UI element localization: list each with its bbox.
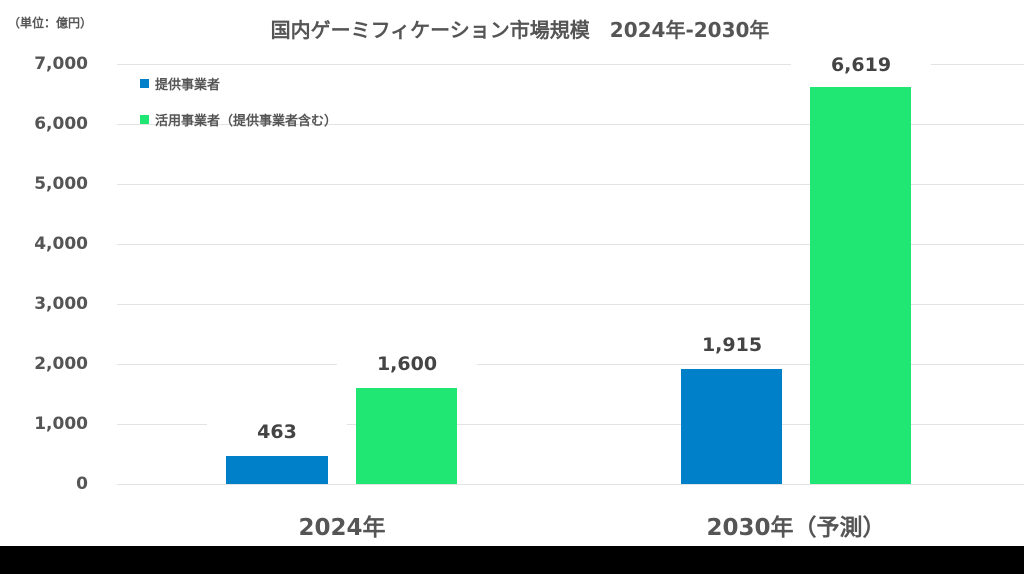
- bar-2030-provider: [681, 369, 782, 484]
- gridline-6000: [117, 124, 1024, 125]
- gridline-4000: [117, 244, 1024, 245]
- legend-item-provider: 提供事業者: [140, 74, 220, 93]
- data-label: 6,619: [791, 54, 931, 76]
- x-label-2030: 2030年（予測）: [706, 515, 886, 541]
- bar-2024-provider: [226, 456, 328, 484]
- legend-swatch-green: [140, 115, 149, 124]
- legend-label: 活用事業者（提供事業者含む）: [155, 114, 338, 129]
- y-tick: 6,000: [34, 114, 88, 134]
- legend-item-user: 活用事業者（提供事業者含む）: [140, 110, 337, 129]
- y-tick: 4,000: [34, 234, 88, 254]
- x-label-2024: 2024年: [298, 515, 386, 541]
- bar-2030-user: [810, 87, 911, 484]
- gridline-3000: [117, 304, 1024, 305]
- gridline-2000: [117, 364, 1024, 365]
- data-label: 463: [207, 421, 347, 443]
- y-tick: 7,000: [34, 54, 88, 74]
- legend-label: 提供事業者: [155, 78, 221, 93]
- gridline-5000: [117, 184, 1024, 185]
- bar-2024-user: [356, 388, 457, 484]
- gridline-0: [117, 484, 1024, 485]
- legend-swatch-blue: [140, 79, 149, 88]
- gridline-1000: [117, 424, 1024, 425]
- y-tick: 1,000: [34, 414, 88, 434]
- data-label: 1,600: [337, 353, 477, 375]
- y-tick: 3,000: [34, 294, 88, 314]
- unit-label: （単位：億円）: [8, 16, 93, 30]
- data-label: 1,915: [662, 334, 802, 356]
- y-tick: 5,000: [34, 174, 88, 194]
- y-tick: 2,000: [34, 354, 88, 374]
- gridline-7000: [117, 64, 1024, 65]
- chart-title: 国内ゲーミフィケーション市場規模 2024年-2030年: [270, 18, 770, 42]
- y-tick: 0: [76, 474, 88, 494]
- chart-canvas: （単位：億円） 国内ゲーミフィケーション市場規模 2024年-2030年 0 1…: [0, 0, 1024, 546]
